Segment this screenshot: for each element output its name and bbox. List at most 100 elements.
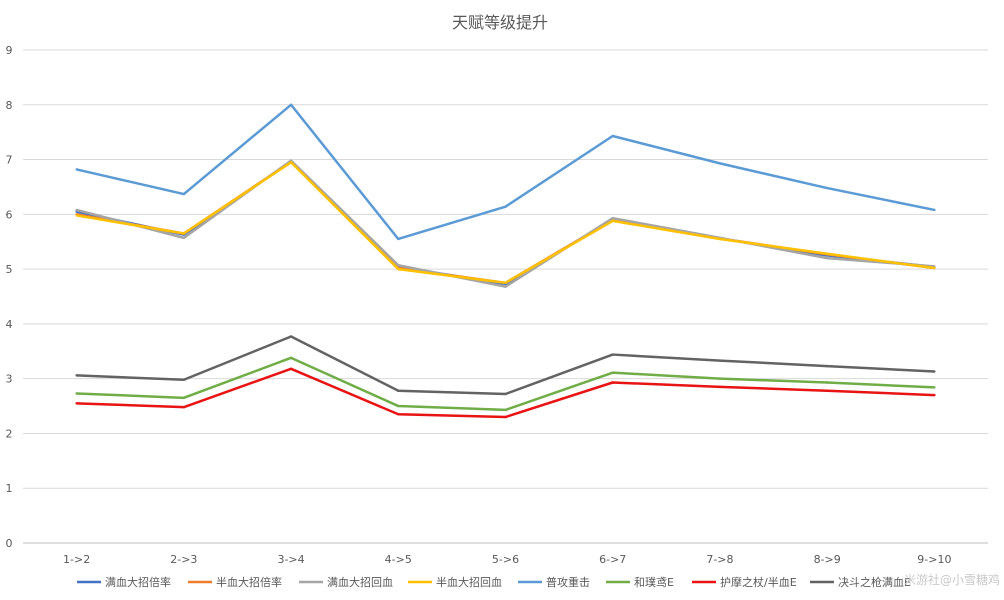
legend-label: 半血大招回血 bbox=[436, 575, 502, 589]
data-point bbox=[397, 237, 400, 241]
data-point bbox=[182, 378, 186, 381]
legend-item: 护摩之杖/半血E bbox=[692, 575, 797, 589]
x-tick-label: 9->10 bbox=[917, 553, 951, 566]
legend-label: 满血大招倍率 bbox=[105, 575, 171, 589]
data-point bbox=[75, 214, 78, 217]
data-point bbox=[825, 252, 829, 255]
data-point bbox=[611, 381, 614, 384]
y-tick-label: 4 bbox=[6, 318, 13, 331]
data-point bbox=[611, 353, 614, 356]
y-tick-label: 1 bbox=[6, 482, 13, 495]
data-point bbox=[504, 281, 507, 285]
data-point bbox=[397, 267, 400, 271]
series-8 bbox=[75, 335, 936, 396]
data-point bbox=[397, 413, 400, 416]
y-tick-label: 2 bbox=[6, 427, 13, 440]
legend-label: 满血大招回血 bbox=[327, 575, 393, 589]
data-point bbox=[289, 356, 293, 360]
data-point bbox=[718, 162, 722, 165]
legend-item: 普攻重击 bbox=[518, 575, 590, 589]
data-point bbox=[825, 186, 829, 190]
legend-label: 护摩之杖/半血E bbox=[720, 575, 797, 589]
x-tick-label: 1->2 bbox=[63, 553, 90, 566]
x-tick-label: 7->8 bbox=[706, 553, 733, 566]
data-point bbox=[504, 408, 507, 412]
data-point bbox=[718, 359, 722, 362]
data-point bbox=[933, 386, 936, 389]
data-point bbox=[825, 389, 829, 392]
data-point bbox=[289, 367, 293, 371]
y-tick-label: 7 bbox=[6, 154, 13, 167]
data-point bbox=[718, 377, 722, 380]
x-tick-label: 5->6 bbox=[492, 553, 519, 566]
series-4 bbox=[75, 161, 936, 285]
data-point bbox=[289, 335, 293, 338]
legend-item: 满血大招回血 bbox=[299, 575, 393, 589]
data-point bbox=[397, 264, 400, 267]
data-point bbox=[933, 208, 936, 212]
legend-item: 半血大招倍率 bbox=[188, 575, 282, 589]
data-point bbox=[933, 370, 936, 373]
legend: 满血大招倍率 半血大招倍率 满血大招回血 半血大招回血 普攻重击 和璞鸢E 护摩之杖/半血E… bbox=[77, 575, 911, 589]
series-3 bbox=[75, 159, 936, 288]
data-point bbox=[504, 205, 507, 208]
x-tick-label: 6->7 bbox=[599, 553, 626, 566]
x-tick-label: 3->4 bbox=[277, 553, 304, 566]
series-7 bbox=[75, 367, 936, 419]
data-point bbox=[611, 216, 614, 220]
series-lines bbox=[75, 103, 936, 419]
data-point bbox=[75, 208, 78, 212]
data-point bbox=[825, 364, 829, 368]
data-point bbox=[611, 219, 614, 223]
y-tick-label: 0 bbox=[6, 537, 13, 550]
data-point bbox=[75, 402, 78, 405]
x-tick-label: 4->5 bbox=[385, 553, 412, 566]
data-point bbox=[289, 103, 293, 106]
legend-item: 决斗之枪满血E bbox=[810, 575, 911, 589]
data-point bbox=[718, 237, 722, 241]
data-point bbox=[182, 232, 186, 235]
data-point bbox=[75, 392, 78, 395]
data-point bbox=[504, 285, 507, 288]
y-tick-label: 8 bbox=[6, 99, 13, 112]
data-point bbox=[504, 392, 507, 396]
legend-label: 和璞鸢E bbox=[634, 575, 674, 589]
y-axis: 0 1 2 3 4 5 6 7 8 9 bbox=[6, 44, 13, 550]
legend-label: 普攻重击 bbox=[546, 575, 590, 589]
data-point bbox=[182, 405, 186, 409]
series-6 bbox=[75, 356, 936, 412]
data-point bbox=[182, 192, 186, 196]
y-tick-label: 5 bbox=[6, 263, 13, 276]
data-point bbox=[75, 168, 78, 171]
legend-item: 半血大招回血 bbox=[408, 575, 502, 589]
data-point bbox=[825, 381, 829, 384]
gridlines bbox=[23, 49, 988, 544]
legend-label: 半血大招倍率 bbox=[216, 575, 282, 589]
data-point bbox=[718, 385, 722, 389]
data-point bbox=[933, 393, 936, 397]
data-point bbox=[504, 415, 507, 419]
data-point bbox=[611, 371, 614, 374]
legend-label: 决斗之枪满血E bbox=[838, 575, 911, 589]
data-point bbox=[182, 396, 186, 400]
y-tick-label: 9 bbox=[6, 44, 13, 57]
legend-item: 和璞鸢E bbox=[606, 575, 674, 589]
series-line bbox=[76, 335, 935, 396]
data-point bbox=[825, 256, 829, 260]
data-point bbox=[933, 266, 936, 270]
x-tick-label: 8->9 bbox=[814, 553, 841, 566]
y-tick-label: 6 bbox=[6, 208, 13, 221]
data-point bbox=[182, 236, 186, 240]
legend-item: 满血大招倍率 bbox=[77, 575, 171, 589]
series-line bbox=[76, 159, 935, 288]
x-tick-label: 2->3 bbox=[170, 553, 197, 566]
x-axis: 1->2 2->3 3->4 4->5 5->6 6->7 7->8 8->9 9->10 bbox=[63, 553, 951, 566]
data-point bbox=[289, 161, 293, 164]
data-point bbox=[611, 134, 614, 138]
watermark-text: 米游社@小雪糖鸡 bbox=[904, 572, 1000, 587]
data-point bbox=[397, 404, 400, 408]
y-tick-label: 3 bbox=[6, 373, 13, 386]
series-5 bbox=[75, 103, 936, 241]
chart-title: 天赋等级提升 bbox=[452, 13, 548, 32]
